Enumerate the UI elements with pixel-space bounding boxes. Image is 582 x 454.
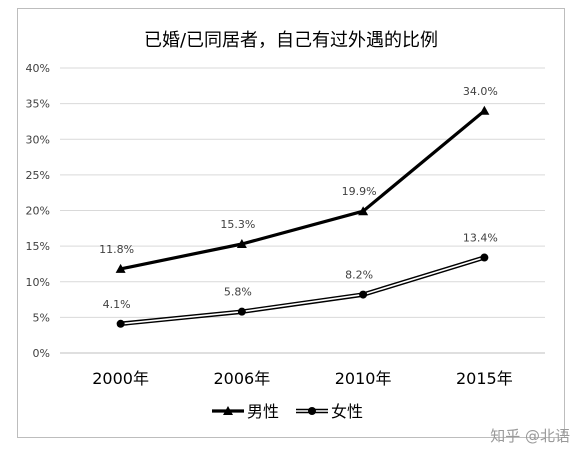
series-layer: 11.8% 15.3% 19.9% 34.0% 4.1% 5.8% 8.2% 13.4% [99, 85, 498, 328]
data-point-circle [237, 307, 246, 316]
data-label: 34.0% [463, 85, 498, 98]
chart-title: 已婚/已同居者，自己有过外遇的比例 [144, 30, 438, 51]
y-tick-label: 10% [26, 276, 50, 289]
gridlines [60, 67, 545, 354]
chart-frame [17, 8, 565, 438]
x-tick-label: 2015年 [456, 369, 513, 388]
legend-circle-marker [308, 407, 316, 415]
data-label: 15.3% [220, 218, 255, 231]
x-axis: 2000年 2006年 2010年 2015年 [92, 369, 512, 388]
series-line [120, 109, 486, 271]
y-tick-label: 40% [26, 62, 50, 75]
series-line-inner [120, 256, 485, 325]
data-label: 13.4% [463, 232, 498, 245]
y-tick-label: 15% [26, 240, 50, 253]
data-point-circle [480, 253, 489, 262]
x-tick-label: 2010年 [335, 369, 392, 388]
data-point-circle [116, 319, 125, 328]
y-axis: 0% 5% 10% 15% 20% 25% 30% 35% 40% [26, 62, 50, 360]
legend: 男性 女性 [212, 402, 363, 421]
data-point-triangle [479, 105, 490, 115]
watermark: 知乎 @北语 [490, 427, 570, 445]
y-tick-label: 5% [33, 311, 50, 324]
data-point-triangle [358, 206, 369, 216]
legend-triangle-marker [223, 406, 233, 415]
data-label: 19.9% [342, 185, 377, 198]
y-tick-label: 20% [26, 205, 50, 218]
series-line-outer [120, 255, 486, 327]
legend-label-male: 男性 [247, 402, 279, 421]
data-point-triangle [115, 263, 126, 273]
x-tick-label: 2000年 [92, 369, 149, 388]
y-tick-label: 0% [33, 347, 50, 360]
data-label: 8.2% [345, 269, 373, 282]
data-point-circle [359, 290, 368, 299]
data-label: 4.1% [103, 298, 131, 311]
data-label: 11.8% [99, 243, 134, 256]
y-tick-label: 25% [26, 169, 50, 182]
data-point-triangle [236, 238, 247, 248]
x-tick-label: 2006年 [214, 369, 271, 388]
data-label: 5.8% [224, 286, 252, 299]
y-tick-label: 30% [26, 133, 50, 146]
y-tick-label: 35% [26, 98, 50, 111]
legend-label-female: 女性 [331, 402, 363, 421]
